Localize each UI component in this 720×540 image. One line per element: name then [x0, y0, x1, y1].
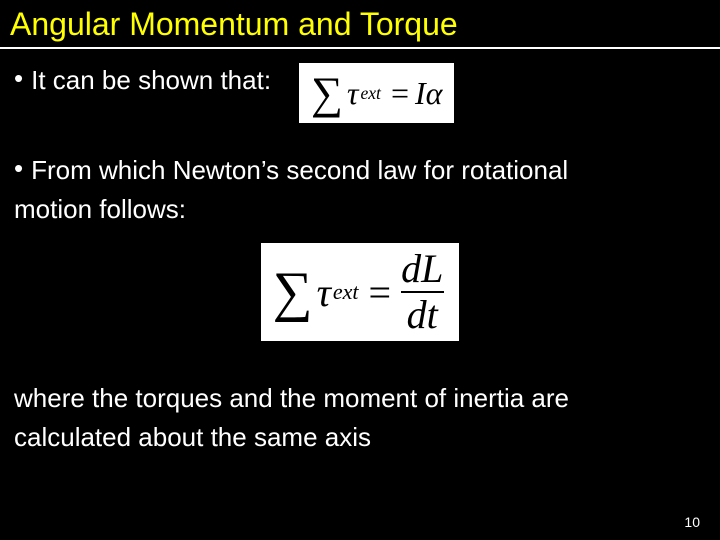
- tau-symbol: τ: [317, 269, 331, 316]
- alpha-symbol: α: [426, 75, 443, 112]
- sigma-symbol: ∑: [273, 264, 317, 320]
- bullet-row-1: • It can be shown that: ∑ τ ext = I α: [0, 55, 720, 123]
- inertia-I: I: [415, 75, 426, 112]
- closing-line-2: calculated about the same axis: [0, 416, 720, 455]
- tau-subscript: ext: [358, 83, 385, 104]
- equals-sign: =: [363, 269, 398, 316]
- equation-2-row: ∑ τ ext = dL dt: [0, 227, 720, 351]
- sigma-symbol: ∑: [311, 71, 347, 116]
- bullet-marker: •: [14, 63, 31, 94]
- fraction-denominator: dt: [401, 291, 444, 335]
- bullet-text-1: It can be shown that:: [31, 63, 271, 98]
- page-number: 10: [684, 514, 700, 530]
- slide: Angular Momentum and Torque • It can be …: [0, 0, 720, 540]
- bullet-text-2: From which Newton’s second law for rotat…: [31, 153, 568, 188]
- closing-line-1: where the torques and the moment of iner…: [0, 377, 720, 416]
- fraction-numerator: dL: [397, 249, 447, 291]
- bullet-marker: •: [14, 153, 31, 184]
- equation-2: ∑ τ ext = dL dt: [261, 243, 460, 341]
- tau-symbol: τ: [347, 75, 358, 112]
- fraction: dL dt: [397, 249, 447, 335]
- tau-subscript: ext: [331, 279, 363, 305]
- bullet-row-2: • From which Newton’s second law for rot…: [0, 145, 720, 188]
- bullet-text-2-cont: motion follows:: [0, 188, 720, 227]
- equals-sign: =: [385, 75, 415, 112]
- page-title: Angular Momentum and Torque: [0, 0, 720, 49]
- equation-1: ∑ τ ext = I α: [299, 63, 454, 123]
